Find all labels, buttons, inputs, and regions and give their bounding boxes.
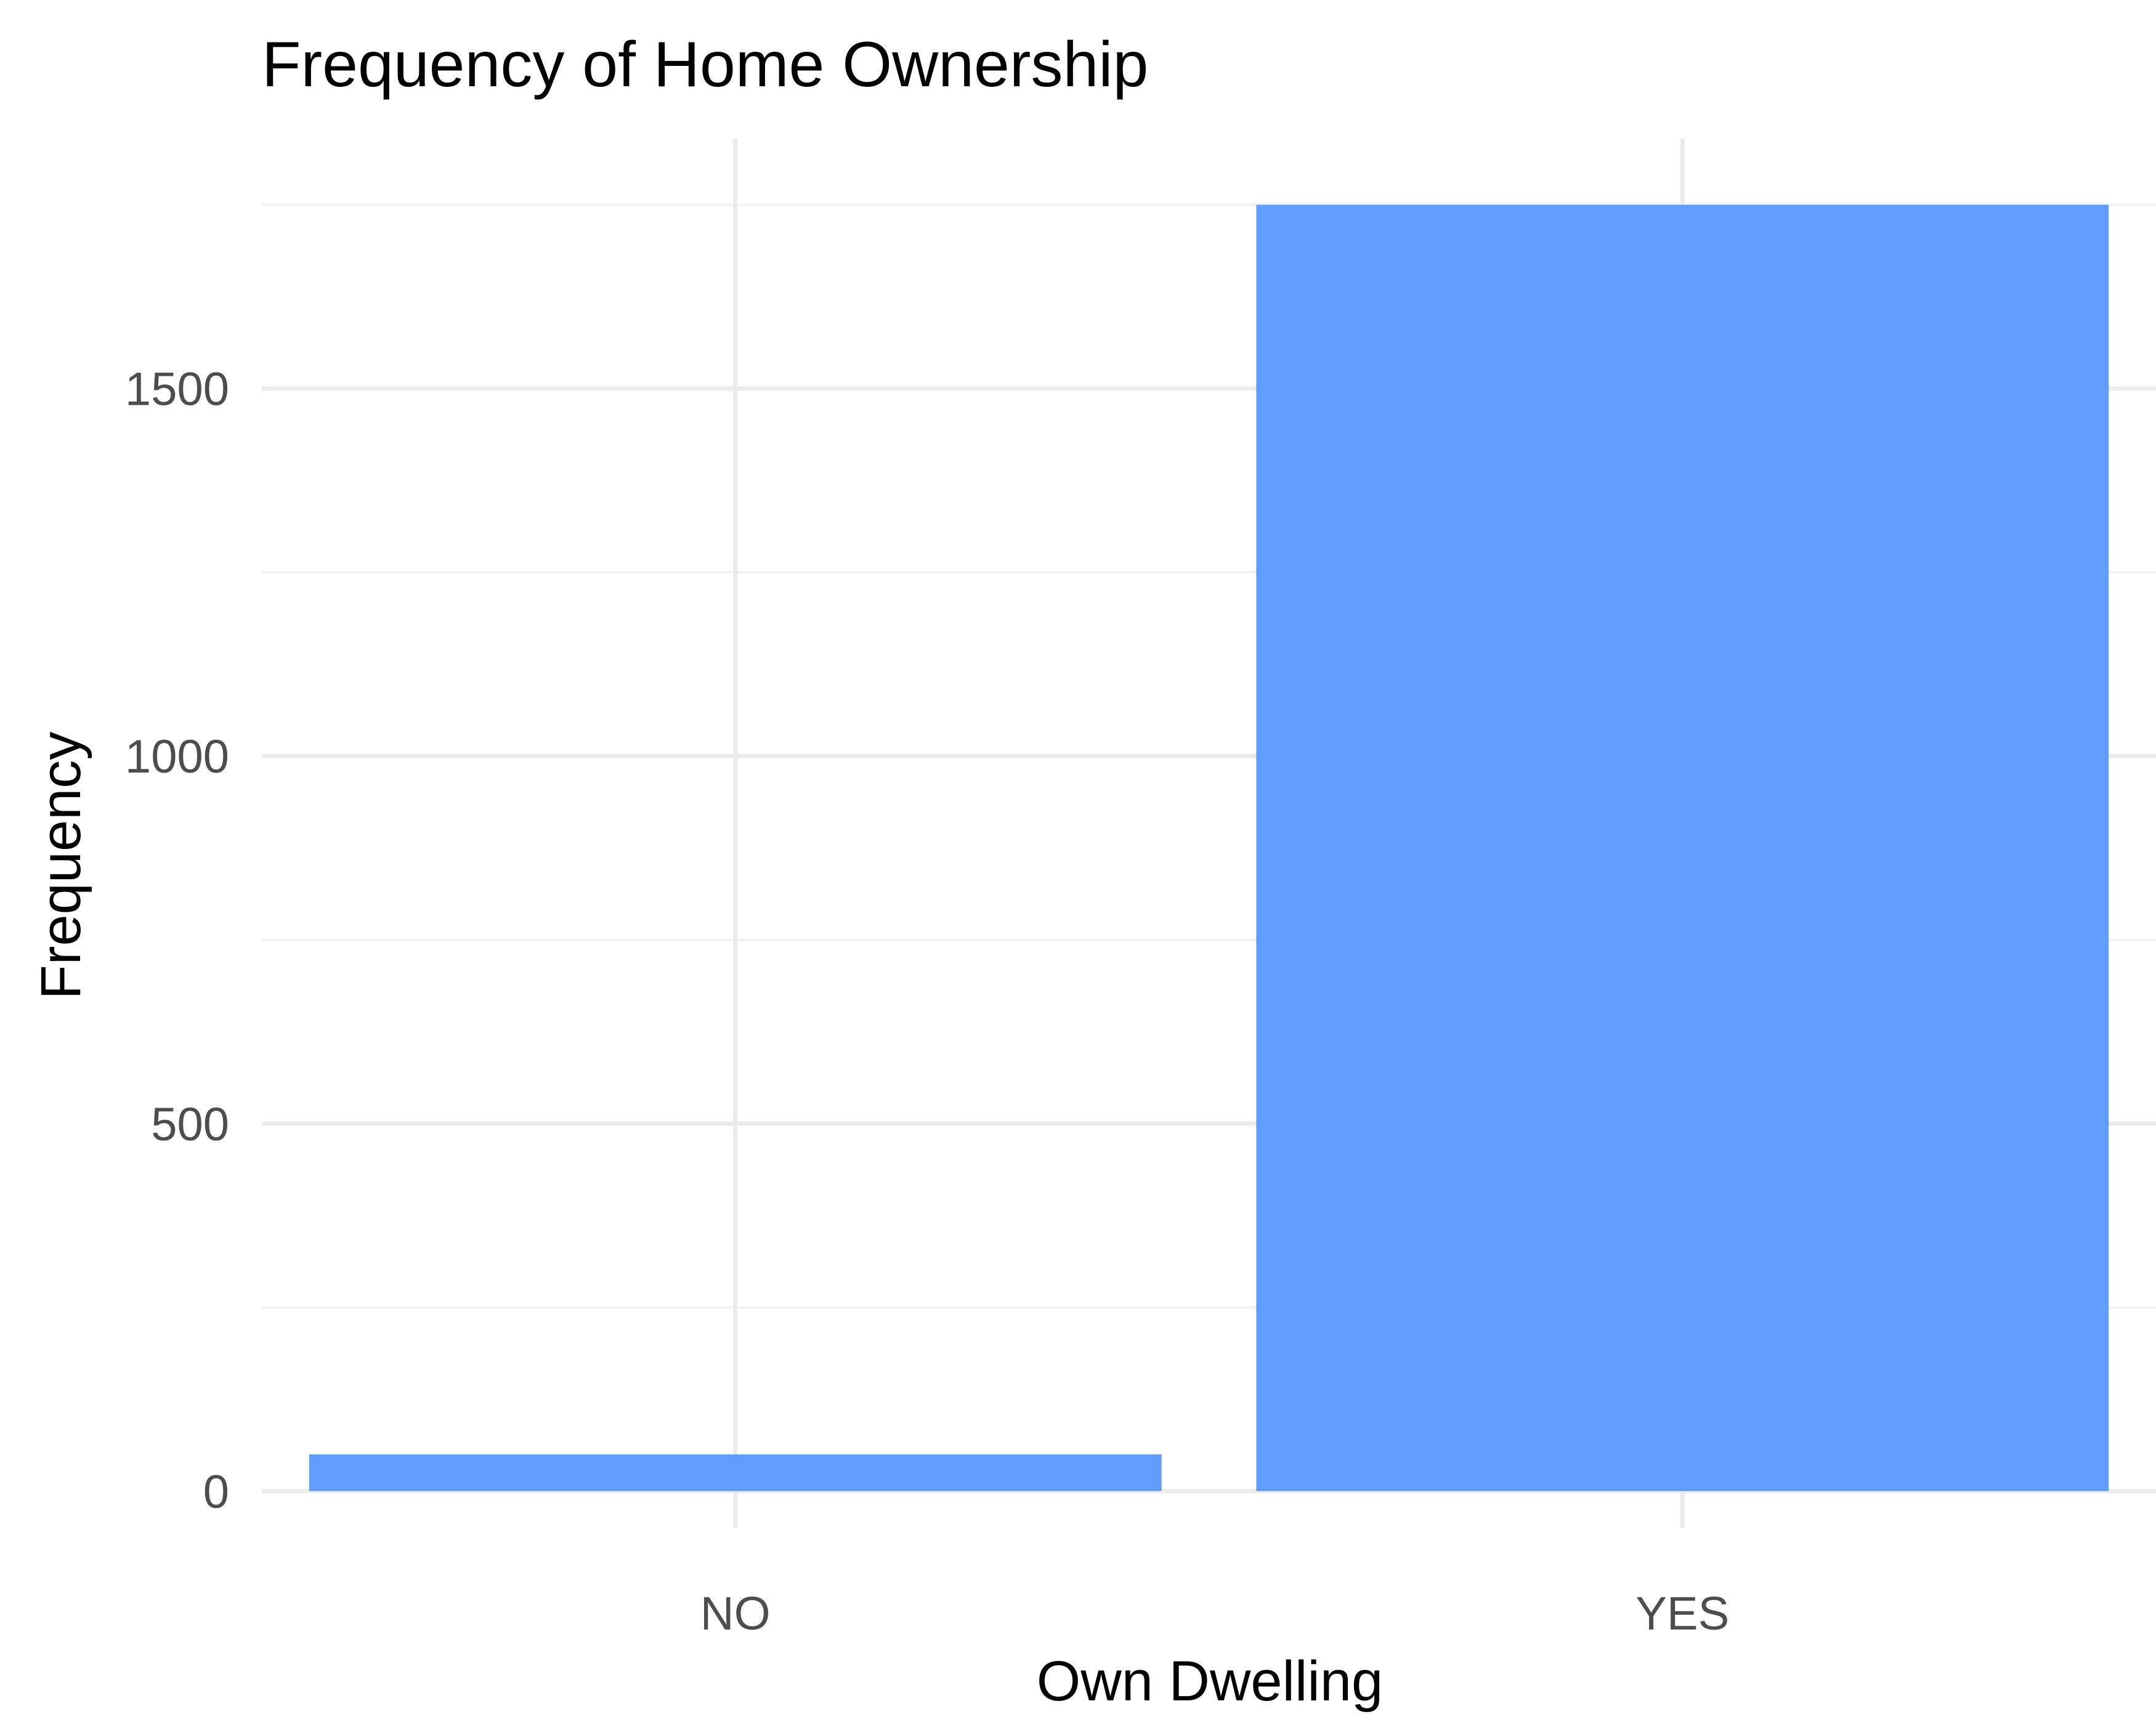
- chart-title: Frequency of Home Ownership: [262, 29, 1148, 100]
- y-axis-title: Frequency: [30, 732, 92, 1000]
- y-tick-label: 0: [203, 1466, 229, 1518]
- y-tick-label: 500: [151, 1098, 229, 1151]
- x-tick-label: YES: [1635, 1588, 1729, 1640]
- bar-no: [309, 1454, 1162, 1492]
- x-tick-label: NO: [700, 1588, 771, 1640]
- x-axis-ticks: NO YES: [700, 1588, 1730, 1640]
- y-tick-label: 1500: [125, 363, 229, 416]
- y-tick-label: 1000: [125, 731, 229, 783]
- bars: [309, 205, 2109, 1492]
- bar-yes: [1256, 205, 2109, 1492]
- x-axis-title: Own Dwelling: [1037, 1650, 1383, 1713]
- y-axis-ticks: 0 500 1000 1500: [125, 363, 229, 1519]
